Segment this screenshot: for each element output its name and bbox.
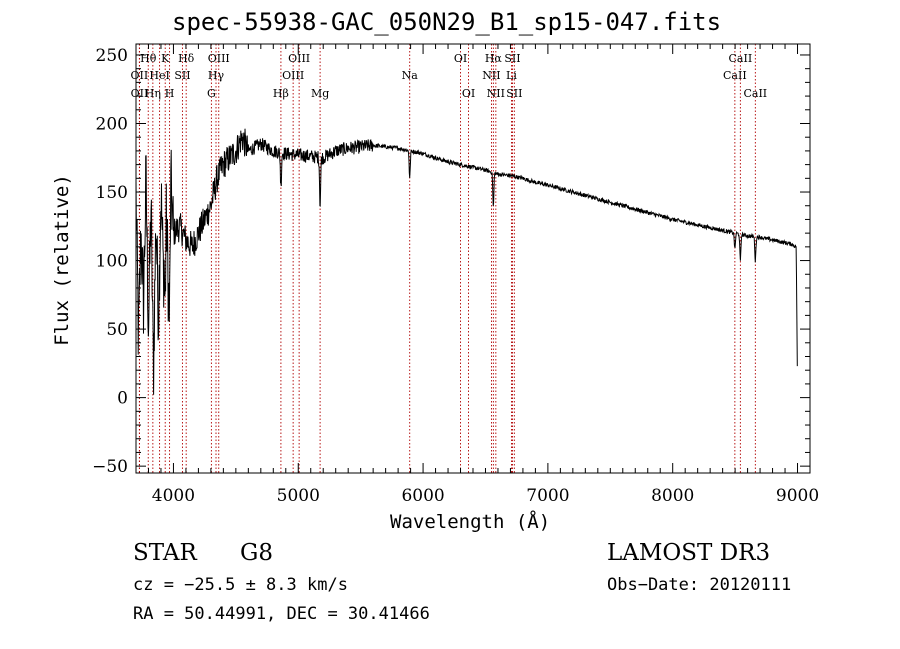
x-tick-label: 5000 xyxy=(277,486,320,506)
line-marker-label: OIII xyxy=(288,52,310,65)
object-class: STAR xyxy=(133,540,197,566)
line-marker-label: K xyxy=(161,52,170,65)
line-marker-label: Mg xyxy=(311,87,329,100)
y-tick-label: 250 xyxy=(96,46,128,66)
line-marker-label: OIII xyxy=(208,52,230,65)
line-marker-label: OII xyxy=(131,87,149,100)
line-marker-label: SII xyxy=(174,69,190,82)
spectrum-series xyxy=(135,128,798,395)
x-tick-label: 6000 xyxy=(401,486,444,506)
y-tick-label: 0 xyxy=(117,389,128,409)
y-tick-label: 150 xyxy=(96,183,128,203)
plot-frame xyxy=(135,43,811,474)
obs-date: Obs−Date: 20120111 xyxy=(607,575,792,595)
line-marker-label: H xyxy=(165,87,175,100)
line-marker-label: Li xyxy=(506,69,517,82)
line-marker-label: Na xyxy=(402,69,419,82)
y-tick-label: 100 xyxy=(96,252,128,272)
line-marker-label: OIII xyxy=(282,69,304,82)
y-axis: −50 0 50 100 150 200 250 xyxy=(92,46,810,477)
line-marker-label: Hθ xyxy=(140,52,157,65)
survey-name: LAMOST DR3 xyxy=(607,540,771,566)
line-marker-label: NII xyxy=(482,69,500,82)
line-marker-label: CaII xyxy=(729,52,753,65)
line-marker-label: CaII xyxy=(723,69,747,82)
line-marker-label: HeI xyxy=(149,69,169,82)
spectrum-line xyxy=(135,128,798,395)
line-marker-label: Hα xyxy=(485,52,503,65)
line-marker-label: CaII xyxy=(743,87,767,100)
line-marker-label: NII xyxy=(487,87,505,100)
x-axis-label: Wavelength (Å) xyxy=(390,511,551,533)
line-markers xyxy=(138,44,756,473)
line-marker-label: OI xyxy=(462,87,475,100)
line-marker-label: G xyxy=(207,87,216,100)
line-marker-label: Hγ xyxy=(208,69,225,82)
y-axis-label: Flux (relative) xyxy=(51,174,73,346)
line-marker-label: Hβ xyxy=(273,87,289,100)
x-tick-label: 8000 xyxy=(651,486,694,506)
line-marker-label: Hδ xyxy=(178,52,195,65)
x-tick-label: 4000 xyxy=(152,486,195,506)
y-tick-label: 50 xyxy=(106,320,128,340)
y-tick-label: −50 xyxy=(92,457,128,477)
line-marker-label: Hη xyxy=(145,87,161,100)
y-tick-label: 200 xyxy=(96,114,128,134)
line-marker-label: OI xyxy=(454,52,467,65)
x-axis: 4000 5000 6000 7000 8000 9000 xyxy=(147,44,819,506)
x-tick-label: 7000 xyxy=(526,486,569,506)
coordinates: RA = 50.44991, DEC = 30.41466 xyxy=(133,604,430,624)
velocity-readout: cz = −25.5 ± 8.3 km/s xyxy=(133,575,348,595)
spectral-subclass: G8 xyxy=(240,540,274,566)
chart-title: spec-55938-GAC_050N29_B1_sp15-047.fits xyxy=(172,8,722,36)
line-marker-label: SII xyxy=(506,87,522,100)
line-marker-label: OII xyxy=(131,69,149,82)
line-marker-label: SII xyxy=(504,52,520,65)
x-tick-label: 9000 xyxy=(776,486,819,506)
